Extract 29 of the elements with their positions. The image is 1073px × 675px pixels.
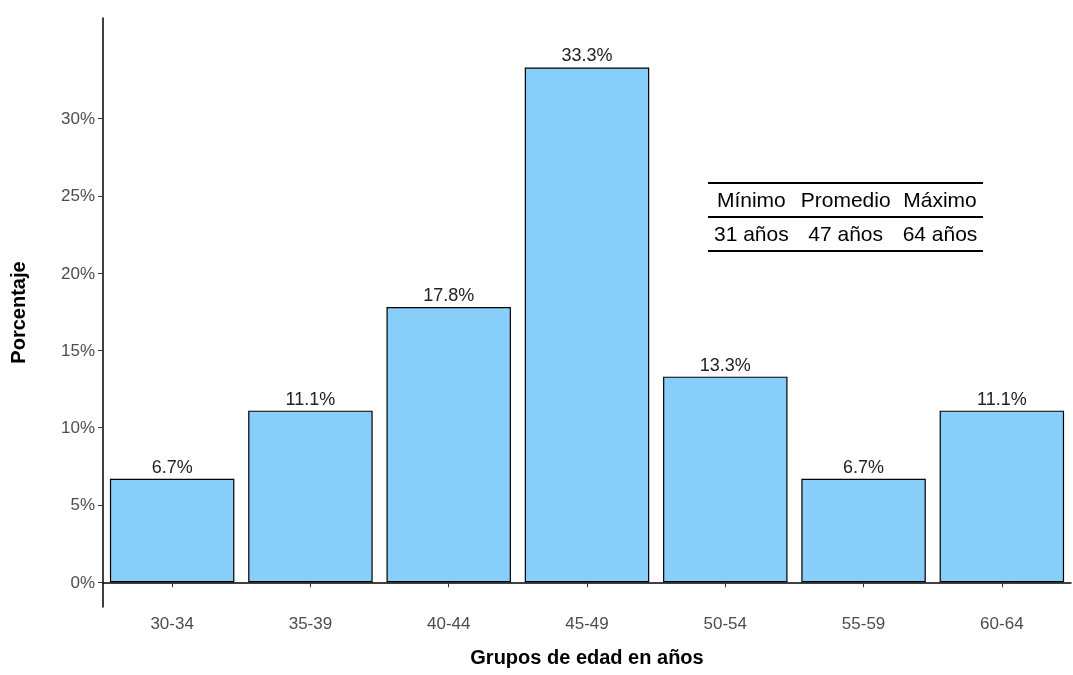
data-label: 6.7% [151,456,193,477]
annotation: Promedio [794,183,897,217]
y-tick-label: 15% [60,340,95,360]
y-tick-label: 0% [70,572,95,592]
y-axis-title: Porcentaje [7,261,29,364]
x-tick-label: 35-39 [288,614,333,633]
x-tick-label: 50-54 [703,614,748,633]
annotation: Mínimo [708,183,795,217]
annotation: 64 años [901,221,979,247]
y-tick-label: 5% [70,495,95,515]
data-label: 17.8% [423,285,475,306]
y-tick-label: 10% [60,418,95,438]
x-tick-label: 30-34 [150,614,194,633]
y-tick-label: 30% [60,108,95,128]
data-label: 13.3% [699,354,751,375]
data-label: 11.1% [977,388,1027,409]
annotation: Máximo [896,183,984,217]
data-label: 33.3% [561,45,613,66]
x-tick-label: 45-49 [565,614,609,633]
annotation: 47 años [807,221,885,247]
data-label: 6.7% [843,456,885,477]
data-label: 11.1% [285,388,336,409]
x-tick-label: 40-44 [426,614,471,633]
x-axis-title: Grupos de edad en años [470,646,704,668]
y-tick-label: 20% [60,263,95,283]
x-tick-label: 60-64 [980,614,1024,633]
y-tick-label: 25% [60,186,95,206]
x-tick-label: 55-59 [841,614,886,633]
annotation: 31 años [713,221,790,247]
